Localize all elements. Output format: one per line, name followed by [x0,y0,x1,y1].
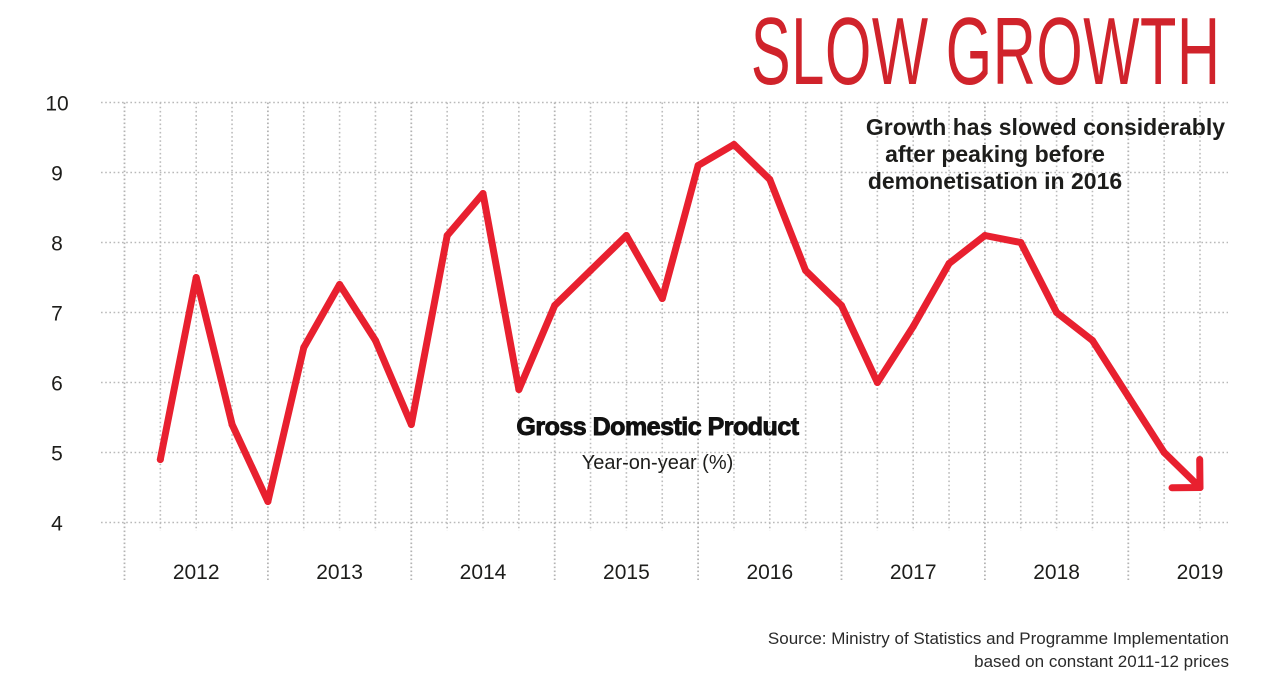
subtitle-line: demonetisation in 2016 [867,168,1123,194]
data-point [515,386,523,393]
data-point [1053,309,1061,316]
x-tick-label: 2017 [890,561,937,584]
x-tick-label: 2012 [173,561,220,584]
data-point [156,456,164,463]
y-tick-label: 7 [51,303,63,326]
y-tick-label: 5 [51,443,63,466]
x-tick-label: 2016 [746,561,793,584]
data-point [587,267,595,274]
x-tick-label: 2013 [316,561,363,584]
data-point [730,141,738,148]
trend-arrow-head-icon [1168,456,1204,492]
data-point [551,302,559,309]
source-line: Source: Ministry of Statistics and Progr… [767,629,1229,648]
data-point [1088,337,1096,344]
data-point [1017,239,1025,246]
y-tick-label: 6 [51,373,63,396]
data-point [945,260,953,267]
data-point [909,323,917,330]
data-point [264,498,272,505]
data-point [443,232,451,239]
series-gdp [156,141,1204,505]
data-point [622,232,630,239]
x-axis-ticks: 2012 2013 2014 2015 2016 2017 2018 2019 [173,561,1224,584]
data-point [336,281,344,288]
y-axis-unit-label: Year-on-year (%) [581,452,734,474]
y-tick-label: 9 [51,163,63,186]
data-point [838,302,845,309]
grid [101,101,1228,580]
subtitle-line: Growth has slowed considerably [865,114,1225,140]
data-point [192,274,200,281]
data-point [407,421,415,428]
chart-subtitle: Growth has slowed considerably after pea… [765,114,1225,195]
data-point [658,295,666,302]
x-tick-label: 2019 [1177,561,1224,584]
source-note: Source: Ministry of Statistics and Progr… [768,627,1229,673]
data-point [802,267,810,274]
y-tick-label: 4 [51,513,63,536]
data-point [371,337,379,344]
data-point [873,379,881,386]
data-point [228,421,236,428]
data-point [766,176,774,183]
series-line [156,141,1204,505]
subtitle-line: after peaking before [885,141,1105,167]
data-point [300,344,308,351]
x-tick-label: 2018 [1033,561,1080,584]
x-tick-label: 2014 [460,561,507,584]
data-point [479,190,487,197]
y-tick-label: 8 [51,233,63,256]
data-point [694,162,702,169]
data-point [1124,393,1132,400]
series-title-label: Gross Domestic Product [516,413,800,442]
y-axis-ticks: 10 9 8 7 6 5 4 [45,93,68,536]
data-point [981,232,989,239]
data-point [1160,449,1168,456]
source-line: based on constant 2011-12 prices [974,652,1229,671]
x-tick-label: 2015 [603,561,650,584]
chart-title: SLOW GROWTH [751,0,1221,105]
y-tick-label: 10 [45,93,68,116]
